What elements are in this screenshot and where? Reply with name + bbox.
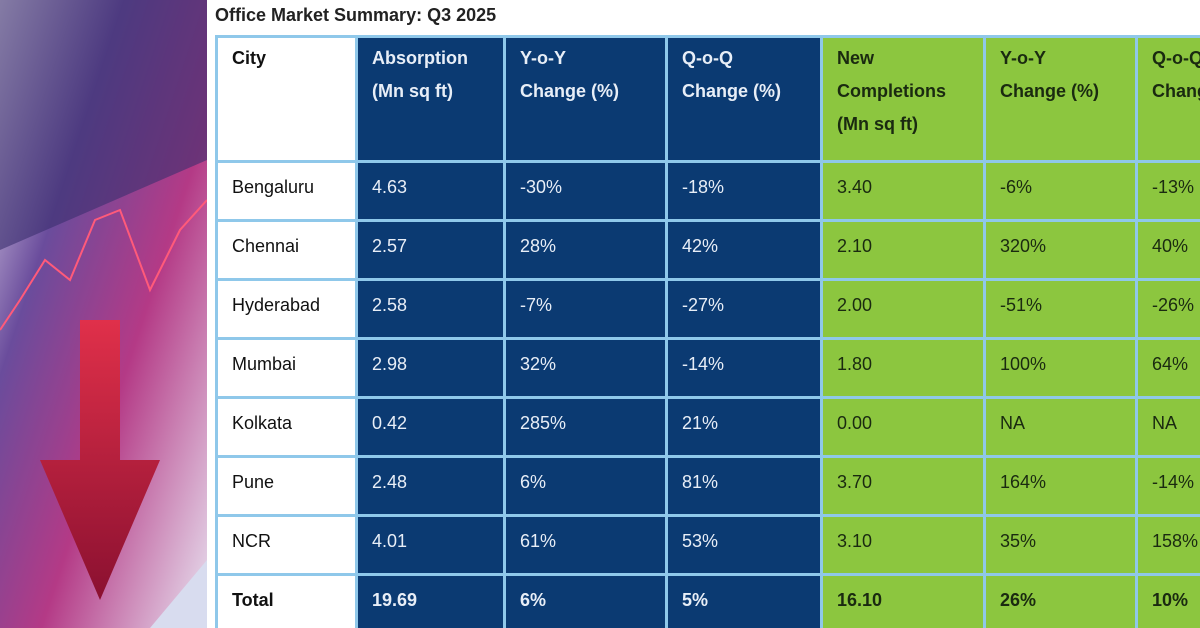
table-row: Chennai 2.57 28% 42% 2.10 320% 40% — [215, 219, 1200, 281]
cell-new-completions: 2.00 — [820, 278, 986, 340]
cell-completions-qoq: -14% — [1135, 455, 1200, 517]
header-absorption-yoy: Y-o-Y Change (%) — [503, 35, 668, 163]
cell-completions-qoq: -13% — [1135, 160, 1200, 222]
market-decline-illustration — [0, 0, 207, 628]
table-row: Bengaluru 4.63 -30% -18% 3.40 -6% -13% — [215, 160, 1200, 222]
cell-absorption: 4.63 — [355, 160, 506, 222]
cell-absorption: 4.01 — [355, 514, 506, 576]
cell-completions-qoq: -26% — [1135, 278, 1200, 340]
table-row: NCR 4.01 61% 53% 3.10 35% 158% — [215, 514, 1200, 576]
cell-completions-qoq: NA — [1135, 396, 1200, 458]
cell-city: NCR — [215, 514, 358, 576]
cell-completions-qoq: 158% — [1135, 514, 1200, 576]
office-market-table: City Absorption (Mn sq ft) Y-o-Y Change (%… — [215, 35, 1200, 628]
cell-new-completions: 2.10 — [820, 219, 986, 281]
cell-absorption-qoq: 53% — [665, 514, 823, 576]
cell-absorption: 19.69 — [355, 573, 506, 628]
cell-absorption: 0.42 — [355, 396, 506, 458]
header-new-completions: New Completions (Mn sq ft) — [820, 35, 986, 163]
cell-completions-yoy: 35% — [983, 514, 1138, 576]
cell-absorption-qoq: 42% — [665, 219, 823, 281]
cell-absorption-qoq: -18% — [665, 160, 823, 222]
cell-completions-yoy: -6% — [983, 160, 1138, 222]
table-row: Pune 2.48 6% 81% 3.70 164% -14% — [215, 455, 1200, 517]
cell-absorption-yoy: -7% — [503, 278, 668, 340]
cell-city: Kolkata — [215, 396, 358, 458]
cell-completions-yoy: NA — [983, 396, 1138, 458]
cell-new-completions: 3.10 — [820, 514, 986, 576]
cell-completions-yoy: 100% — [983, 337, 1138, 399]
header-completions-yoy: Y-o-Y Change (%) — [983, 35, 1138, 163]
cell-absorption-yoy: 28% — [503, 219, 668, 281]
cell-absorption-yoy: 6% — [503, 455, 668, 517]
cell-city: Hyderabad — [215, 278, 358, 340]
cell-absorption-yoy: -30% — [503, 160, 668, 222]
header-absorption: Absorption (Mn sq ft) — [355, 35, 506, 163]
cell-completions-yoy: -51% — [983, 278, 1138, 340]
header-city: City — [215, 35, 358, 163]
cell-absorption: 2.57 — [355, 219, 506, 281]
cell-completions-yoy: 164% — [983, 455, 1138, 517]
cell-new-completions: 3.70 — [820, 455, 986, 517]
table-row: Kolkata 0.42 285% 21% 0.00 NA NA — [215, 396, 1200, 458]
cell-city: Mumbai — [215, 337, 358, 399]
cell-absorption-qoq: -27% — [665, 278, 823, 340]
header-completions-qoq: Q-o-Q Change (%) — [1135, 35, 1200, 163]
cell-new-completions: 3.40 — [820, 160, 986, 222]
cell-absorption-yoy: 6% — [503, 573, 668, 628]
cell-absorption-qoq: -14% — [665, 337, 823, 399]
cell-absorption-yoy: 61% — [503, 514, 668, 576]
table-row: Mumbai 2.98 32% -14% 1.80 100% 64% — [215, 337, 1200, 399]
table-title: Office Market Summary: Q3 2025 — [215, 5, 497, 25]
cell-city: Bengaluru — [215, 160, 358, 222]
cell-absorption-qoq: 5% — [665, 573, 823, 628]
header-row: City Absorption (Mn sq ft) Y-o-Y Change (%… — [215, 35, 1200, 163]
cell-city: Total — [215, 573, 358, 628]
cell-absorption-qoq: 81% — [665, 455, 823, 517]
cell-completions-qoq: 10% — [1135, 573, 1200, 628]
cell-new-completions: 1.80 — [820, 337, 986, 399]
cell-new-completions: 0.00 — [820, 396, 986, 458]
header-absorption-qoq: Q-o-Q Change (%) — [665, 35, 823, 163]
cell-completions-yoy: 26% — [983, 573, 1138, 628]
cell-absorption-yoy: 285% — [503, 396, 668, 458]
cell-completions-qoq: 40% — [1135, 219, 1200, 281]
cell-absorption: 2.98 — [355, 337, 506, 399]
cell-absorption-yoy: 32% — [503, 337, 668, 399]
cell-absorption-qoq: 21% — [665, 396, 823, 458]
cell-completions-qoq: 64% — [1135, 337, 1200, 399]
cell-absorption: 2.48 — [355, 455, 506, 517]
table-row: Hyderabad 2.58 -7% -27% 2.00 -51% -26% — [215, 278, 1200, 340]
cell-city: Pune — [215, 455, 358, 517]
cell-city: Chennai — [215, 219, 358, 281]
cell-new-completions: 16.10 — [820, 573, 986, 628]
cell-absorption: 2.58 — [355, 278, 506, 340]
cell-completions-yoy: 320% — [983, 219, 1138, 281]
total-row: Total 19.69 6% 5% 16.10 26% 10% — [215, 573, 1200, 628]
